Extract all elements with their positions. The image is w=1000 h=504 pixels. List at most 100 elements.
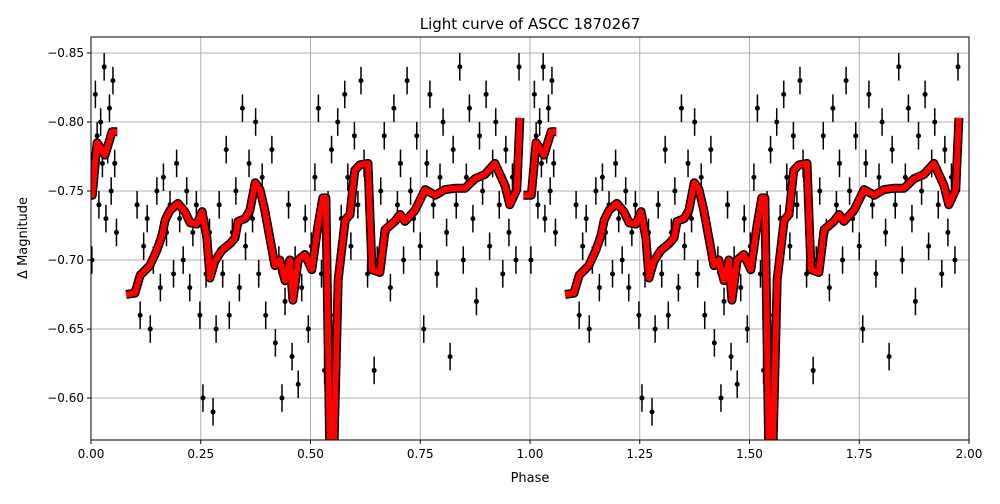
data-point — [269, 135, 275, 164]
data-point — [180, 246, 186, 274]
point-marker — [197, 312, 203, 318]
point-marker — [847, 188, 853, 194]
point-marker — [863, 160, 869, 166]
point-marker — [549, 78, 555, 84]
point-marker — [955, 64, 961, 70]
data-point — [610, 260, 616, 288]
data-point — [444, 218, 450, 247]
point-marker — [636, 312, 642, 318]
point-marker — [629, 229, 635, 235]
point-marker — [184, 188, 190, 194]
point-marker — [216, 202, 222, 208]
point-marker — [286, 202, 292, 208]
data-point — [810, 356, 816, 385]
data-point — [473, 287, 479, 316]
data-point — [820, 122, 826, 150]
data-point — [147, 315, 153, 343]
data-point — [784, 163, 790, 192]
data-point — [381, 122, 387, 150]
point-marker — [912, 298, 918, 304]
point-marker — [695, 271, 701, 277]
point-marker — [879, 119, 885, 125]
point-marker — [919, 188, 925, 194]
data-point — [576, 301, 582, 330]
y-tick-label: −0.60 — [47, 391, 84, 405]
point-marker — [253, 119, 259, 125]
data-point — [886, 342, 892, 371]
data-point — [935, 191, 941, 219]
point-marker — [754, 105, 760, 111]
point-marker — [394, 202, 400, 208]
point-marker — [289, 354, 295, 360]
data-point — [738, 273, 744, 302]
x-tick-label: 1.25 — [626, 447, 653, 461]
point-marker — [305, 326, 311, 332]
data-point — [542, 204, 548, 233]
data-point — [200, 384, 206, 412]
data-point — [144, 204, 150, 233]
point-marker — [210, 409, 216, 415]
x-tick-label: 0.00 — [78, 447, 105, 461]
data-point — [447, 342, 453, 371]
data-point — [171, 260, 177, 288]
point-marker — [787, 243, 793, 249]
data-point — [905, 94, 911, 123]
data-point — [675, 273, 681, 302]
point-marker — [790, 133, 796, 139]
point-marker — [94, 133, 100, 139]
data-point — [496, 191, 502, 219]
point-marker — [768, 147, 774, 153]
point-marker — [345, 174, 351, 180]
point-marker — [860, 326, 866, 332]
point-marker — [916, 133, 922, 139]
data-point — [427, 80, 433, 109]
axis-ticks: 0.00 0.25 0.50 0.75 1.00 1.25 1.50 1.75 2.00 −0.8… — [47, 46, 982, 461]
binned-curve — [91, 117, 964, 440]
point-marker — [531, 91, 537, 97]
point-marker — [718, 395, 724, 401]
data-point — [137, 301, 143, 330]
point-marker — [820, 133, 826, 139]
point-marker — [246, 160, 252, 166]
data-point — [483, 80, 489, 109]
data-point — [226, 301, 232, 330]
point-marker — [545, 105, 551, 111]
point-marker — [243, 243, 249, 249]
point-marker — [92, 91, 98, 97]
point-marker — [576, 312, 582, 318]
point-marker — [272, 340, 278, 346]
data-point — [329, 135, 335, 164]
point-marker — [616, 216, 622, 222]
data-point — [397, 149, 403, 178]
data-point — [593, 177, 599, 205]
data-points — [91, 53, 961, 426]
data-point — [889, 135, 895, 164]
point-marker — [177, 216, 183, 222]
point-marker — [269, 147, 275, 153]
point-marker — [421, 326, 427, 332]
point-marker — [351, 133, 357, 139]
point-marker — [698, 174, 704, 180]
point-marker — [154, 188, 160, 194]
point-marker — [391, 105, 397, 111]
point-marker — [905, 105, 911, 111]
data-point — [665, 301, 671, 330]
point-marker — [342, 91, 348, 97]
data-point — [466, 94, 472, 123]
data-point — [774, 108, 780, 136]
data-point — [952, 246, 958, 274]
data-point — [246, 149, 252, 178]
data-point — [371, 356, 377, 385]
point-marker — [256, 271, 262, 277]
point-marker — [460, 257, 466, 263]
point-marker — [101, 64, 107, 70]
binned-curve-line — [91, 128, 118, 199]
data-point — [955, 53, 961, 81]
point-marker — [516, 64, 522, 70]
data-point — [487, 232, 493, 261]
point-marker — [180, 257, 186, 263]
point-marker — [675, 285, 681, 291]
data-point — [942, 135, 948, 164]
data-point — [695, 260, 701, 288]
point-marker — [113, 229, 119, 235]
